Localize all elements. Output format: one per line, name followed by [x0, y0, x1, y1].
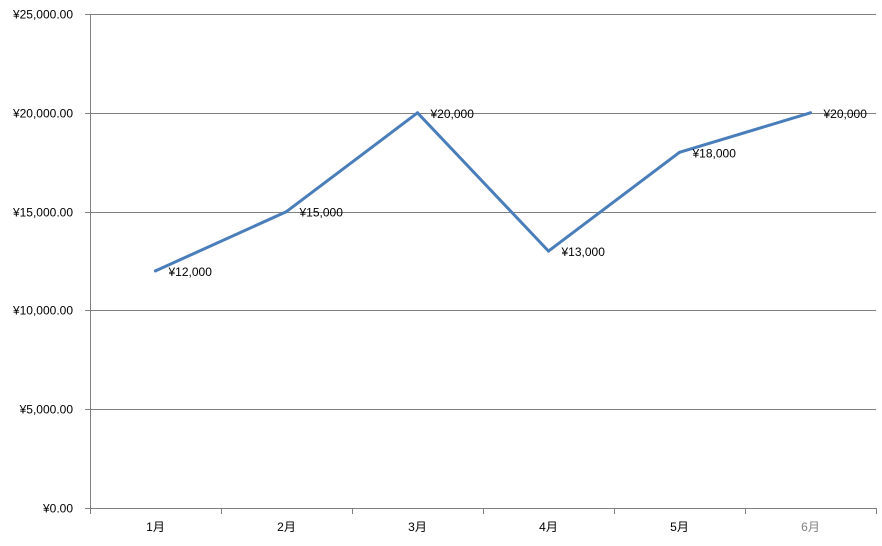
data-label: ¥20,000	[430, 107, 475, 121]
y-tick-label: ¥5,000.00	[19, 403, 74, 417]
data-label: ¥15,000	[299, 206, 344, 220]
y-tick-label: ¥20,000.00	[12, 107, 73, 121]
data-point	[416, 111, 419, 115]
data-point	[285, 210, 288, 214]
x-tick-label: 1月	[146, 520, 165, 534]
x-tick-label: 5月	[670, 520, 689, 534]
y-tick-label: ¥0.00	[42, 502, 73, 516]
series-line	[154, 111, 812, 273]
data-point	[678, 150, 681, 154]
data-point	[809, 111, 812, 115]
data-label: ¥12,000	[168, 265, 213, 279]
data-label: ¥18,000	[692, 146, 737, 160]
axes: ¥0.00 ¥5,000.00 ¥10,000.00 ¥15,000.00 ¥20,00…	[12, 8, 877, 534]
y-tick-label: ¥10,000.00	[12, 304, 73, 318]
data-label: ¥13,000	[561, 245, 606, 259]
y-tick-label: ¥15,000.00	[12, 206, 73, 220]
data-label: ¥20,000	[823, 107, 868, 121]
y-tick-label: ¥25,000.00	[12, 8, 73, 22]
data-labels: ¥12,000 ¥15,000 ¥20,000 ¥13,000 ¥18,000 ¥20,0…	[168, 107, 868, 279]
x-tick-label: 3月	[408, 520, 427, 534]
gridlines	[90, 14, 876, 509]
data-point	[547, 249, 550, 253]
x-tick-label: 4月	[539, 520, 558, 534]
x-tick-label: 6月	[801, 520, 820, 534]
series-layer	[154, 111, 812, 273]
x-tick-label: 2月	[277, 520, 296, 534]
data-point	[154, 269, 157, 273]
